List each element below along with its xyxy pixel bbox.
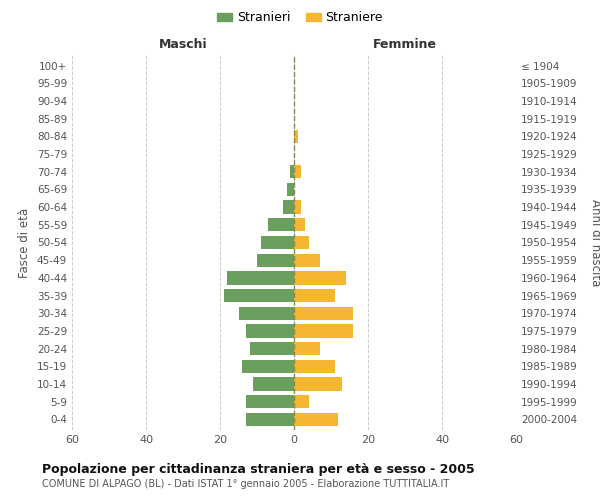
Bar xyxy=(246,413,294,426)
Text: Femmine: Femmine xyxy=(373,38,437,52)
Text: Maschi: Maschi xyxy=(158,38,208,52)
Bar xyxy=(294,413,338,426)
Bar xyxy=(283,200,294,214)
Bar xyxy=(294,200,301,214)
Y-axis label: Fasce di età: Fasce di età xyxy=(19,208,31,278)
Bar xyxy=(227,271,294,284)
Bar xyxy=(294,395,309,408)
Bar xyxy=(294,306,353,320)
Bar xyxy=(246,324,294,338)
Bar xyxy=(239,306,294,320)
Bar xyxy=(260,236,294,249)
Text: Popolazione per cittadinanza straniera per età e sesso - 2005: Popolazione per cittadinanza straniera p… xyxy=(42,462,475,475)
Bar xyxy=(294,324,353,338)
Bar xyxy=(253,378,294,390)
Legend: Stranieri, Straniere: Stranieri, Straniere xyxy=(212,6,388,29)
Bar xyxy=(268,218,294,232)
Bar xyxy=(294,271,346,284)
Bar xyxy=(250,342,294,355)
Bar xyxy=(294,165,301,178)
Bar xyxy=(294,289,335,302)
Bar xyxy=(290,165,294,178)
Bar xyxy=(294,218,305,232)
Bar xyxy=(294,360,335,373)
Bar xyxy=(257,254,294,267)
Bar xyxy=(294,130,298,143)
Bar xyxy=(224,289,294,302)
Bar xyxy=(242,360,294,373)
Text: COMUNE DI ALPAGO (BL) - Dati ISTAT 1° gennaio 2005 - Elaborazione TUTTITALIA.IT: COMUNE DI ALPAGO (BL) - Dati ISTAT 1° ge… xyxy=(42,479,449,489)
Bar xyxy=(294,236,309,249)
Y-axis label: Anni di nascita: Anni di nascita xyxy=(589,199,600,286)
Bar xyxy=(287,183,294,196)
Bar xyxy=(246,395,294,408)
Bar xyxy=(294,378,342,390)
Bar xyxy=(294,254,320,267)
Bar xyxy=(294,342,320,355)
